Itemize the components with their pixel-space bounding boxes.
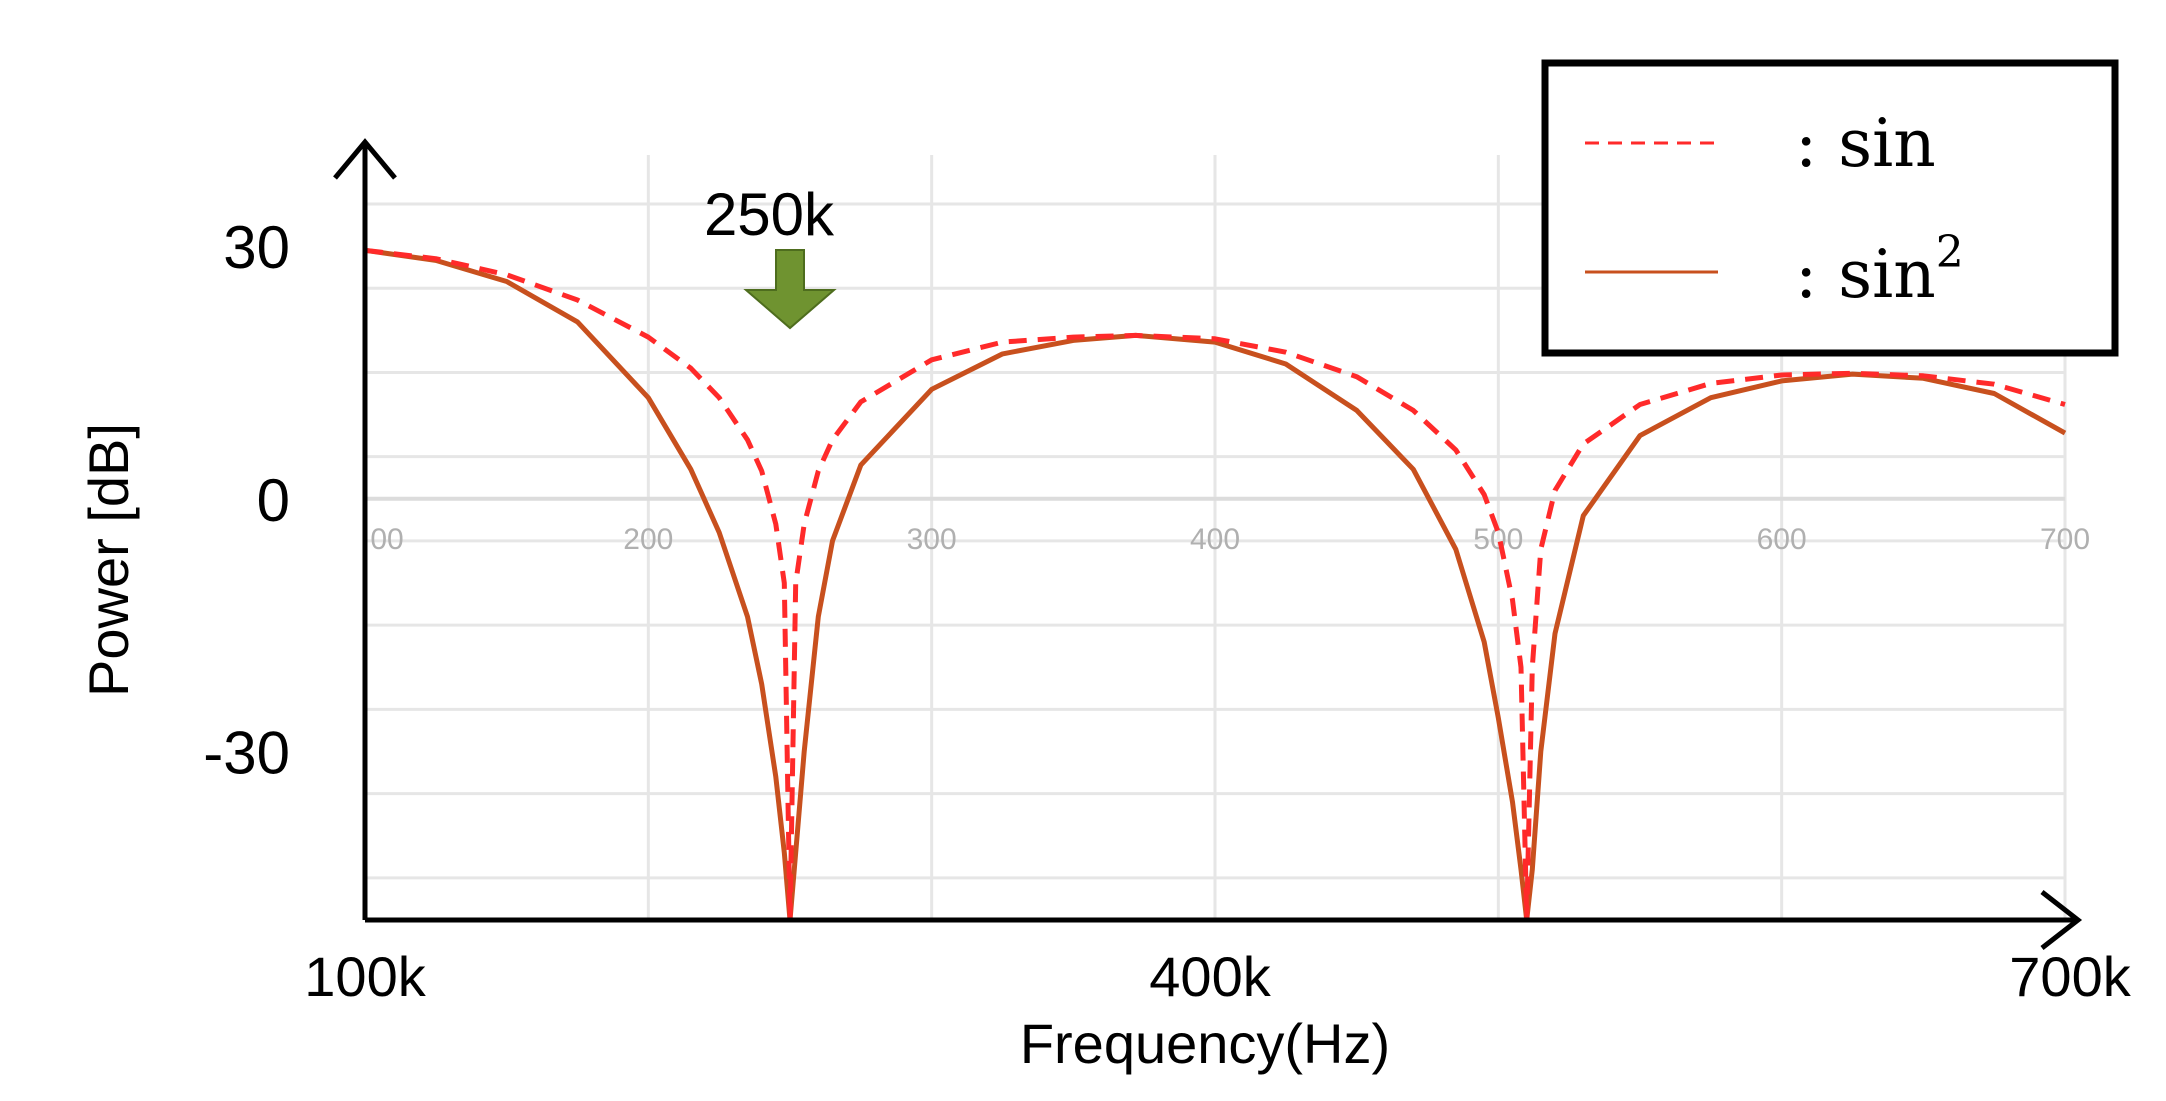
annotation-label: 250k — [704, 181, 835, 248]
legend-box — [1541, 59, 2119, 357]
y-axis-label: Power [dB] — [77, 423, 140, 697]
y-axis-arrowhead — [333, 138, 397, 180]
minor-x-tick-labels: 00 200 300 400 500 600 700 — [370, 523, 2090, 556]
y-tick-label: -30 — [203, 720, 290, 787]
x-axis-label: Frequency(Hz) — [1020, 1012, 1390, 1075]
legend-label-sin-squared: : sin2 — [1795, 227, 1964, 313]
x-tick-labels: 100k 400k 700k — [304, 945, 2131, 1008]
x-tick-label: 700k — [2009, 945, 2131, 1008]
minor-x-tick-label: 00 — [370, 523, 403, 556]
y-tick-label: 30 — [223, 214, 290, 281]
y-tick-label: 0 — [257, 467, 290, 534]
x-tick-label: 400k — [1149, 945, 1271, 1008]
minor-x-tick-label: 600 — [1757, 523, 1807, 556]
legend-label-sin: : sin — [1795, 105, 1936, 182]
series-line-sin-squared — [364, 247, 2067, 923]
annotation: 250k — [704, 181, 837, 330]
down-arrow-icon — [743, 249, 837, 330]
y-tick-labels: 30 0 -30 — [203, 214, 290, 786]
minor-x-tick-label: 200 — [623, 523, 673, 556]
minor-x-tick-label: 400 — [1190, 523, 1240, 556]
x-tick-label: 100k — [304, 945, 426, 1008]
axes — [333, 138, 2083, 950]
minor-x-tick-label: 700 — [2040, 523, 2090, 556]
series-lines — [364, 247, 2067, 923]
x-axis-arrowhead — [2040, 890, 2083, 950]
legend: : sin : sin2 — [1541, 59, 2119, 357]
series-line-sin — [364, 247, 2066, 923]
minor-x-tick-label: 300 — [907, 523, 957, 556]
